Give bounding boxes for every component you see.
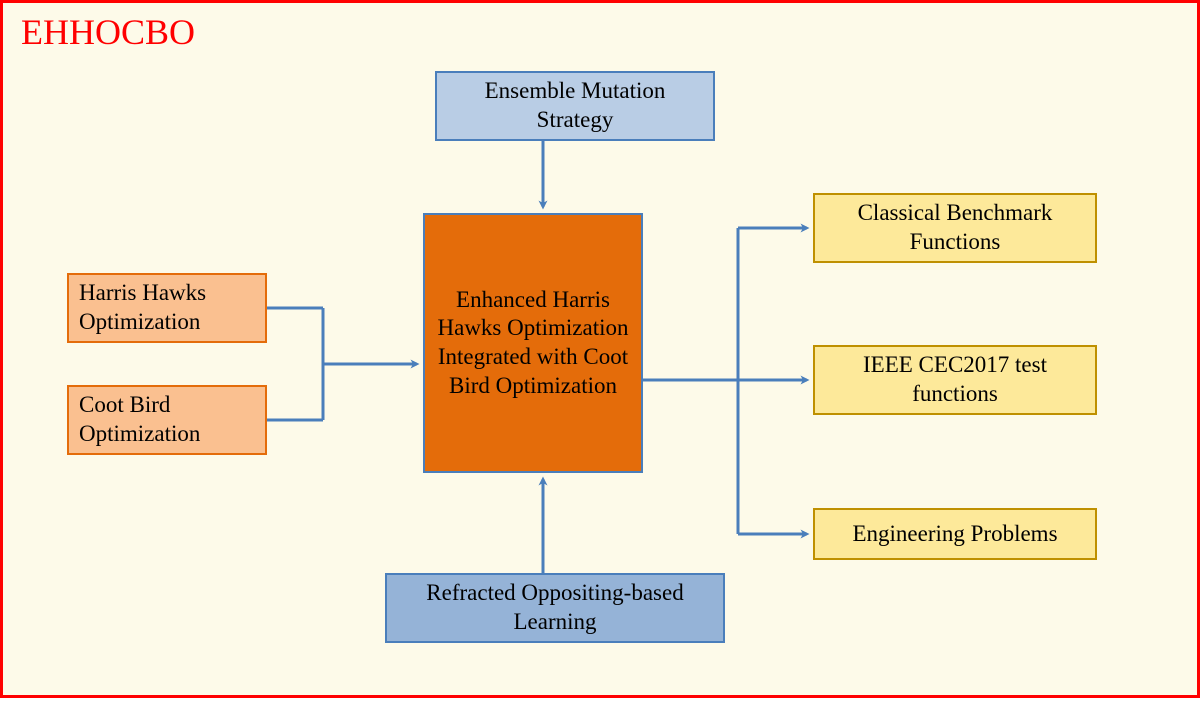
node-cbo: Coot Bird Optimization [67, 385, 267, 455]
node-label: Engineering Problems [852, 520, 1057, 549]
node-center: Enhanced Harris Hawks Optimization Integ… [423, 213, 643, 473]
node-label: Refracted Oppositing-based Learning [397, 579, 713, 637]
node-label: Ensemble Mutation Strategy [447, 77, 703, 135]
node-hho: Harris Hawks Optimization [67, 273, 267, 343]
node-eng: Engineering Problems [813, 508, 1097, 560]
node-cbf: Classical Benchmark Functions [813, 193, 1097, 263]
node-label: IEEE CEC2017 test functions [825, 351, 1085, 409]
node-label: Classical Benchmark Functions [825, 199, 1085, 257]
node-rol: Refracted Oppositing-based Learning [385, 573, 725, 643]
node-label: Harris Hawks Optimization [79, 279, 255, 337]
diagram-title: EHHOCBO [21, 11, 195, 53]
diagram-canvas: EHHOCBO Ensemble Mutation Strategy Harris… [0, 0, 1200, 698]
node-ems: Ensemble Mutation Strategy [435, 71, 715, 141]
node-label: Enhanced Harris Hawks Optimization Integ… [435, 286, 631, 401]
node-label: Coot Bird Optimization [79, 391, 255, 449]
node-cec: IEEE CEC2017 test functions [813, 345, 1097, 415]
